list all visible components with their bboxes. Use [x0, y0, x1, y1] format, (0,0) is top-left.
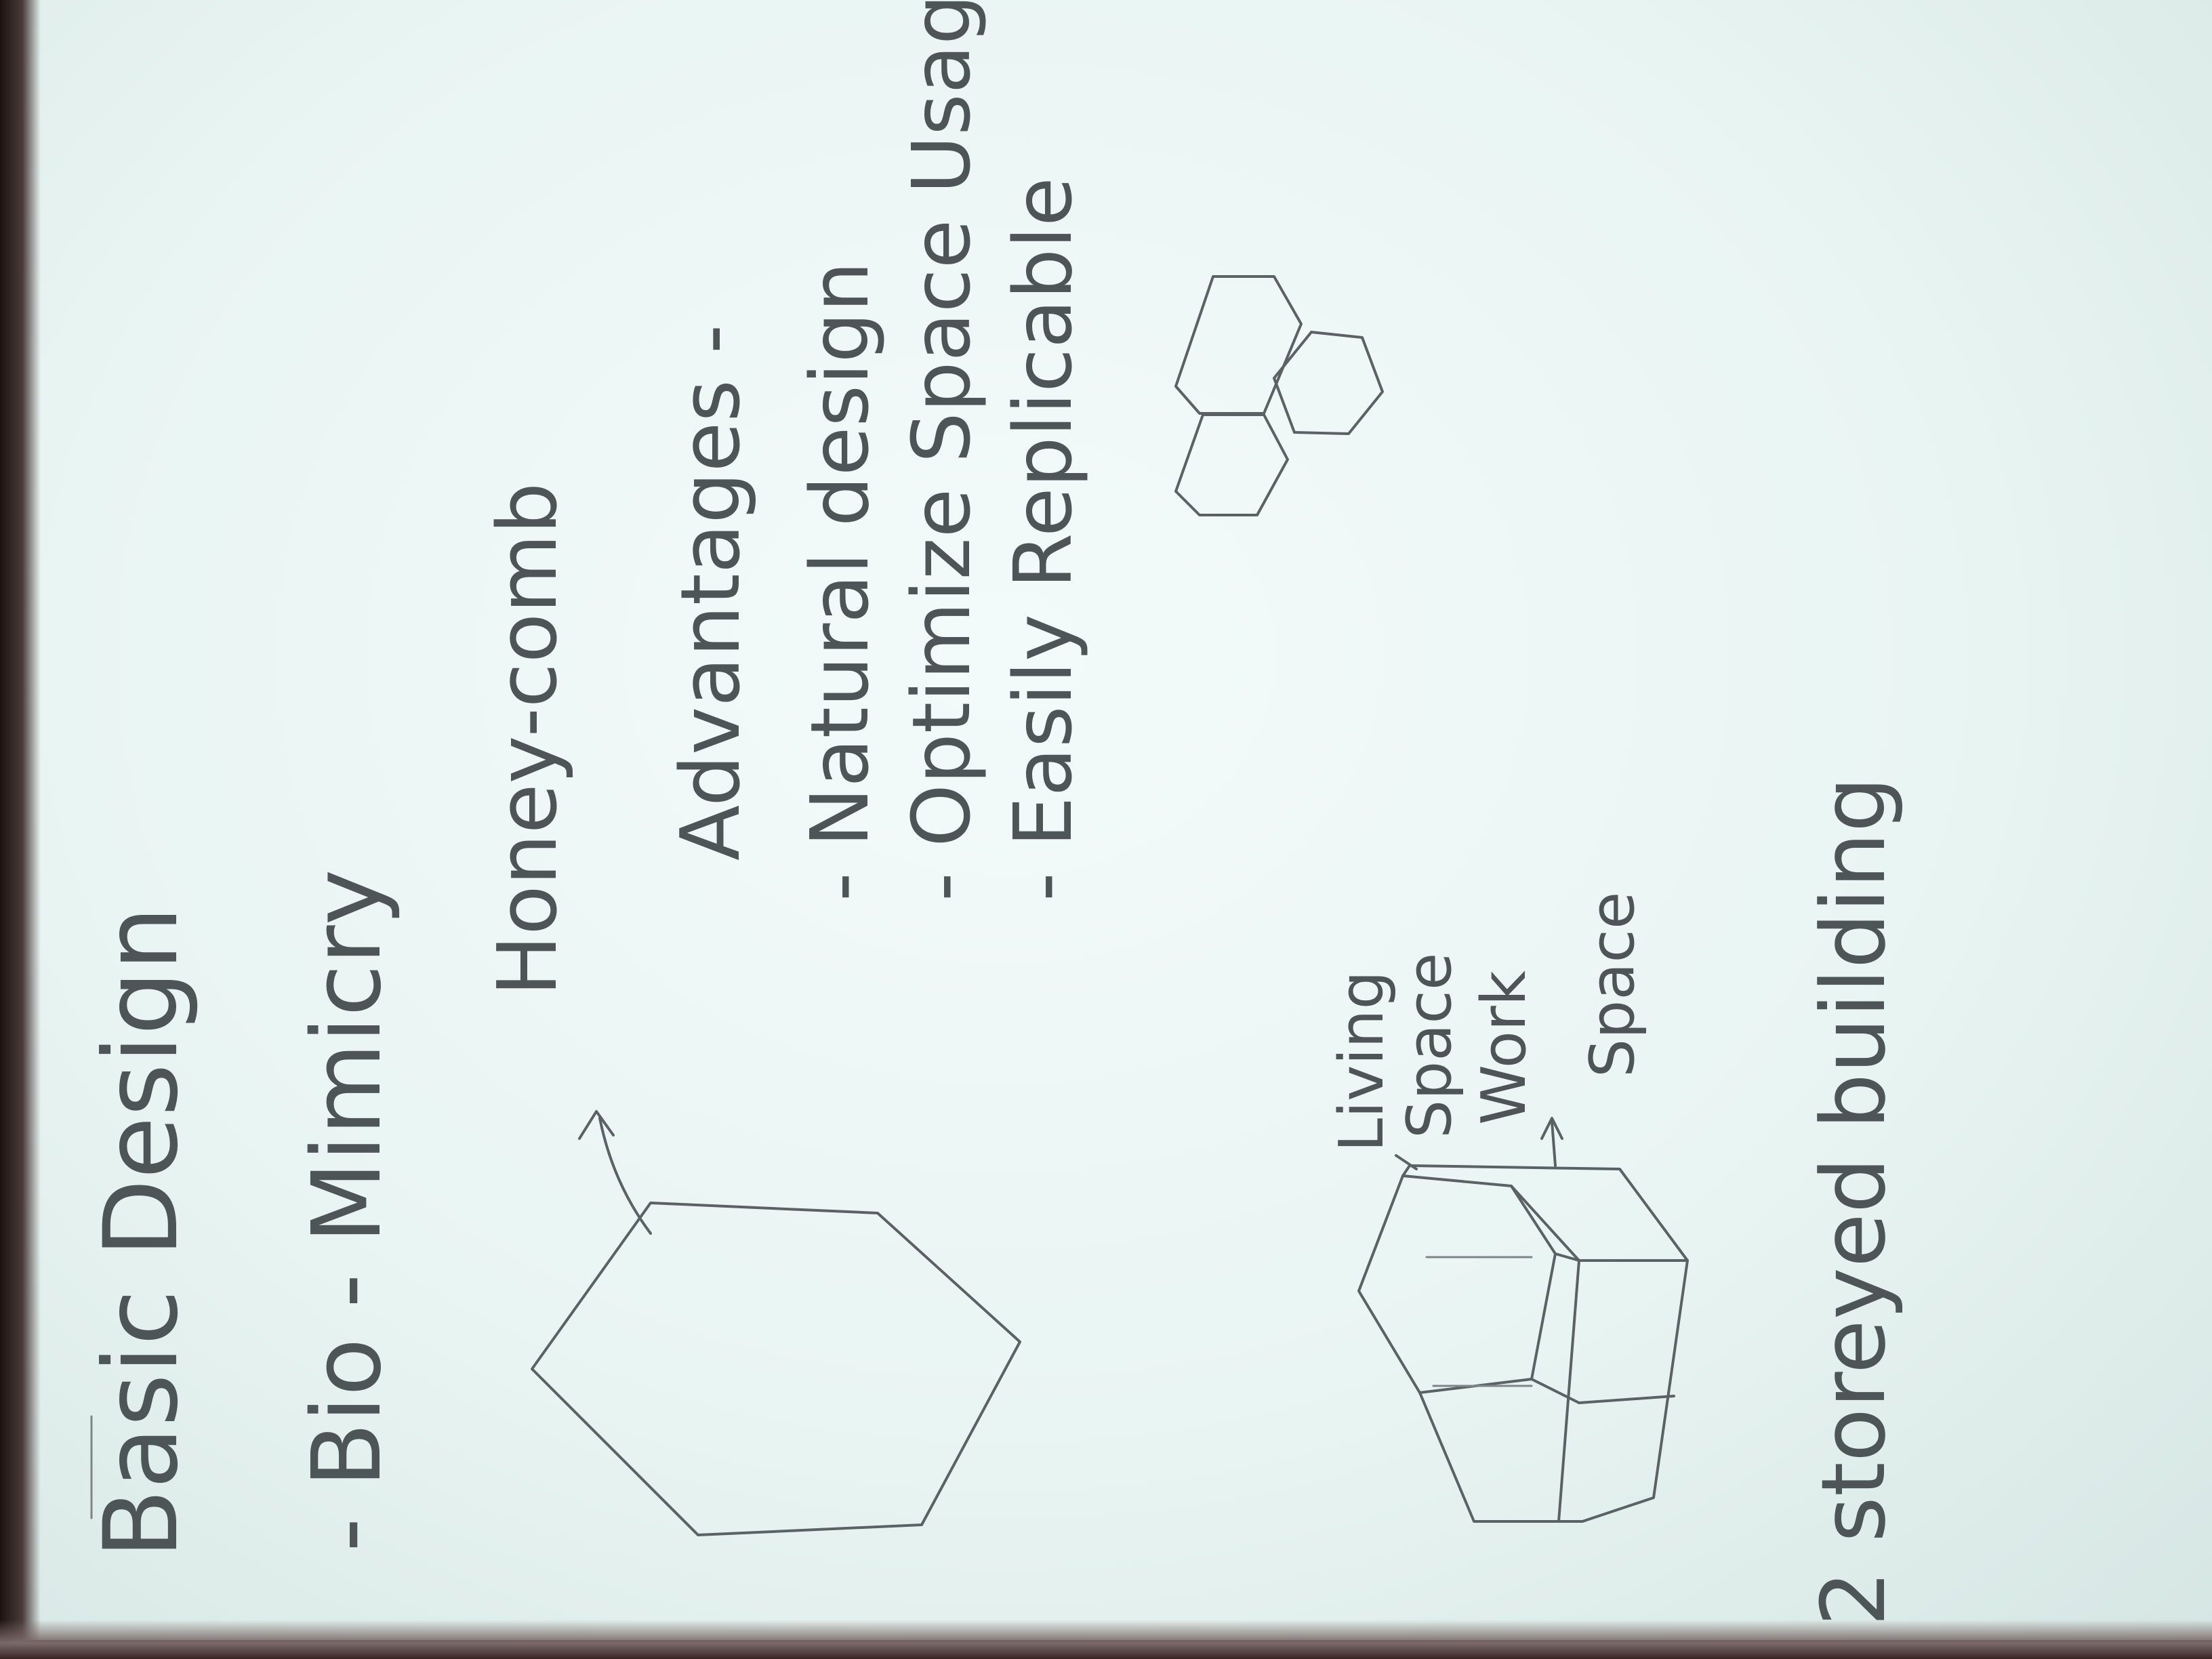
- building-label-living-space: Space: [1394, 953, 1465, 1139]
- building-caption: 2 storeyed building: [1802, 777, 1905, 1626]
- advantage-item: - Natural design: [793, 262, 886, 901]
- concept-honeycomb: Honey-comb: [481, 483, 575, 996]
- advantage-item: - Easily Replicable: [996, 177, 1090, 901]
- hexagon-arrow-head: [578, 1110, 615, 1140]
- building-label-work-space: Space: [1577, 892, 1648, 1078]
- hexagon-arrow: [598, 1117, 652, 1235]
- advantage-item: - Optimize Space Usage: [895, 0, 988, 901]
- honeycomb-cluster-sketch: [1174, 275, 1384, 516]
- page-bottom-shadow: [0, 1620, 2212, 1659]
- building-box-sketch: [1357, 1117, 1689, 1523]
- page-binding-shadow: [0, 0, 41, 1659]
- advantages-heading: Advantages -: [664, 325, 758, 861]
- subtitle-biomimicry: - Bio - Mimicry: [292, 869, 403, 1552]
- page-title: Basic Design: [83, 906, 201, 1559]
- building-label-living: Living: [1326, 970, 1397, 1152]
- notebook-page: [15, 0, 2212, 1640]
- large-hexagon-sketch: [531, 1202, 1021, 1536]
- building-label-work: Work: [1469, 970, 1540, 1125]
